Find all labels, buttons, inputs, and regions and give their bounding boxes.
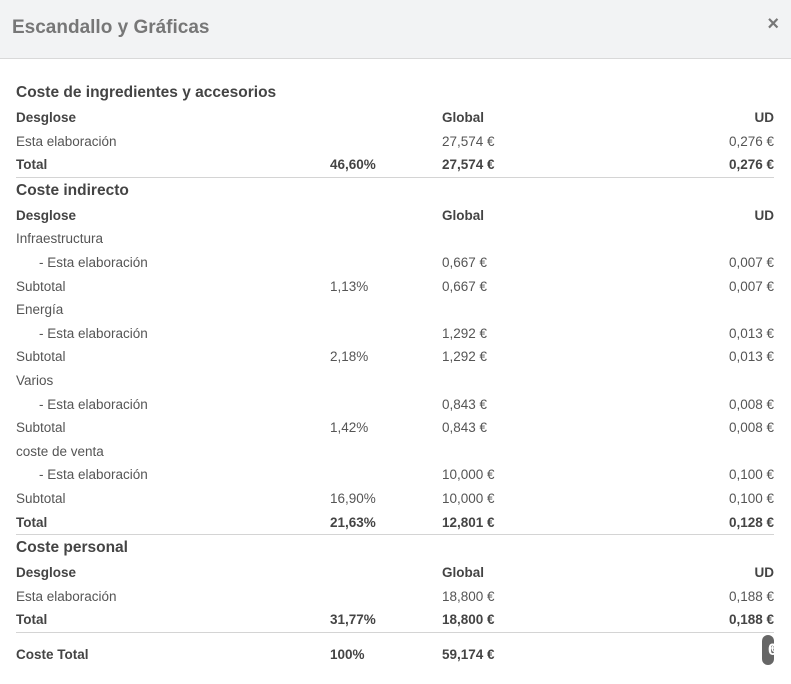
subtotal-label: Subtotal xyxy=(16,349,66,365)
subtotal-global: 0,843 € xyxy=(442,420,488,436)
row-global: 27,574 € xyxy=(442,133,495,149)
col-global: Global xyxy=(442,565,485,581)
total-global: 27,574 € xyxy=(442,157,495,173)
table-header: Desglose Global UD xyxy=(16,204,774,228)
subtotal-row: Subtotal 1,42% 0,843 € 0,008 € xyxy=(16,416,774,440)
total-label: Total xyxy=(16,514,48,530)
grand-total-global: 59,174 € xyxy=(442,646,495,662)
row-ud: 0,100 € xyxy=(728,467,774,483)
table-row: Esta elaboración 27,574 € 0,276 € xyxy=(16,130,774,154)
col-desglose: Desglose xyxy=(16,565,77,581)
modal-title: Escandallo y Gráficas xyxy=(12,17,210,38)
col-ud: UD xyxy=(754,110,775,125)
subtotal-ud: 0,100 € xyxy=(728,490,774,506)
row-label: Esta elaboración xyxy=(16,133,117,149)
cost-per-unit-badge: 0,592€/UD xyxy=(762,634,791,665)
table-row: Esta elaboración 18,800 € 0,188 € xyxy=(16,585,774,609)
row-ud: 0,008 € xyxy=(728,396,774,412)
total-row: Total 31,77% 18,800 € 0,188 € xyxy=(16,608,774,633)
subtotal-ud: 0,007 € xyxy=(728,278,774,294)
col-global: Global xyxy=(442,207,485,223)
total-ud: 0,276 € xyxy=(728,157,774,173)
close-icon[interactable]: × xyxy=(767,13,779,35)
badge-unit: €/UD xyxy=(771,643,791,655)
grand-total-pct: 100% xyxy=(330,646,365,662)
subtotal-pct: 2,18% xyxy=(330,349,369,365)
row-global: 18,800 € xyxy=(442,588,495,604)
subtotal-ud: 0,008 € xyxy=(728,420,774,436)
row-label: - Esta elaboración xyxy=(39,325,148,341)
row-ud: 0,188 € xyxy=(728,588,774,604)
modal-body: Coste de ingredientes y accesorios Desgl… xyxy=(16,80,791,675)
subtotal-pct: 1,13% xyxy=(330,278,369,294)
subtotal-row: Subtotal 2,18% 1,292 € 0,013 € xyxy=(16,345,774,369)
col-desglose: Desglose xyxy=(16,110,77,125)
col-global: Global xyxy=(442,110,485,125)
section-title-indirecto: Coste indirecto xyxy=(16,181,129,199)
subtotal-pct: 16,90% xyxy=(330,490,376,506)
subtotal-row: Subtotal 16,90% 10,000 € 0,100 € xyxy=(16,487,774,511)
total-global: 18,800 € xyxy=(442,612,495,628)
subtotal-label: Subtotal xyxy=(16,490,66,506)
total-row: Total 21,63% 12,801 € 0,128 € xyxy=(16,511,774,536)
row-global: 10,000 € xyxy=(442,467,495,483)
row-global: 1,292 € xyxy=(442,325,488,341)
table-header: Desglose Global UD xyxy=(16,106,774,130)
row-global: 0,843 € xyxy=(442,396,488,412)
table-row: - Esta elaboración 1,292 € 0,013 € xyxy=(16,322,774,346)
table-header: Desglose Global UD xyxy=(16,561,774,585)
grand-total-label: Coste Total xyxy=(16,646,89,662)
table-row: - Esta elaboración 0,843 € 0,008 € xyxy=(16,393,774,417)
col-ud: UD xyxy=(754,565,775,581)
subtotal-ud: 0,013 € xyxy=(728,349,774,365)
subtotal-label: Subtotal xyxy=(16,420,66,436)
subtotal-global: 1,292 € xyxy=(442,349,488,365)
subtotal-row: Subtotal 1,13% 0,667 € 0,007 € xyxy=(16,275,774,299)
modal-header: Escandallo y Gráficas × xyxy=(0,0,791,59)
group-name: Varios xyxy=(16,369,774,393)
row-label: Esta elaboración xyxy=(16,588,117,604)
row-label: - Esta elaboración xyxy=(39,396,148,412)
subtotal-global: 0,667 € xyxy=(442,278,488,294)
group-label: Varios xyxy=(16,372,54,388)
subtotal-global: 10,000 € xyxy=(442,490,495,506)
section-title-personal: Coste personal xyxy=(16,539,128,557)
total-label: Total xyxy=(16,157,48,173)
subtotal-label: Subtotal xyxy=(16,278,66,294)
group-label: coste de venta xyxy=(16,443,104,459)
group-label: Energía xyxy=(16,302,64,318)
total-row: Total 46,60% 27,574 € 0,276 € xyxy=(16,153,774,178)
table-row: - Esta elaboración 0,667 € 0,007 € xyxy=(16,251,774,275)
col-ud: UD xyxy=(754,207,775,223)
col-desglose: Desglose xyxy=(16,207,77,223)
row-ud: 0,276 € xyxy=(728,133,774,149)
subtotal-pct: 1,42% xyxy=(330,420,369,436)
group-label: Infraestructura xyxy=(16,231,104,247)
total-pct: 31,77% xyxy=(330,612,376,628)
row-global: 0,667 € xyxy=(442,254,488,270)
group-name: Energía xyxy=(16,298,774,322)
total-ud: 0,188 € xyxy=(728,612,774,628)
row-label: - Esta elaboración xyxy=(39,467,148,483)
total-ud: 0,128 € xyxy=(728,514,774,530)
group-name: Infraestructura xyxy=(16,227,774,251)
total-pct: 46,60% xyxy=(330,157,376,173)
row-ud: 0,013 € xyxy=(728,325,774,341)
section-title-ingredientes: Coste de ingredientes y accesorios xyxy=(16,84,277,101)
total-pct: 21,63% xyxy=(330,514,376,530)
total-global: 12,801 € xyxy=(442,514,495,530)
badge-value: 0,592 xyxy=(768,639,791,659)
grand-total-row: Coste Total 100% 59,174 € 0,592€/UD xyxy=(16,634,791,675)
row-label: - Esta elaboración xyxy=(39,254,148,270)
row-ud: 0,007 € xyxy=(728,254,774,270)
group-name: coste de venta xyxy=(16,440,774,464)
total-label: Total xyxy=(16,612,48,628)
table-row: - Esta elaboración 10,000 € 0,100 € xyxy=(16,463,774,487)
